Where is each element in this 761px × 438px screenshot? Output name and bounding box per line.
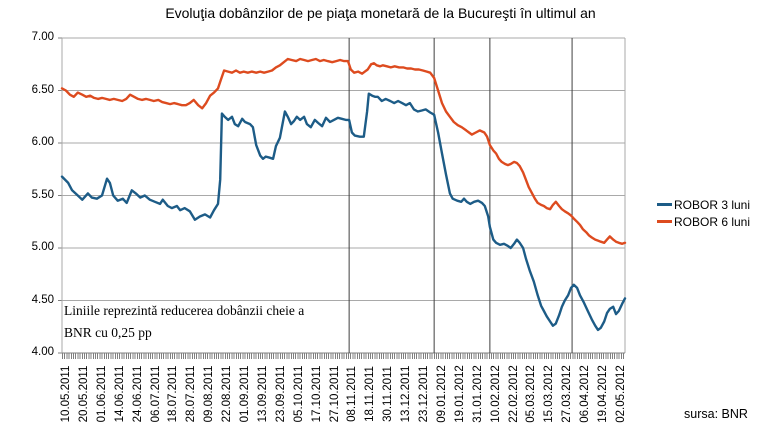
robor-6-luni-line-swatch [657, 220, 672, 223]
legend: ROBOR 3 luni ROBOR 6 luni [657, 196, 750, 230]
x-axis-label: 27.03.2012 [561, 365, 574, 423]
x-axis-label: 22.08.2011 [221, 365, 234, 423]
x-axis-label: 05.03.2012 [525, 365, 538, 423]
x-axis-label: 22.02.2012 [507, 365, 520, 423]
annotation-line-2: BNR cu 0,25 pp [64, 325, 152, 340]
x-axis-label: 28.07.2011 [185, 365, 198, 423]
x-axis-label: 09.08.2011 [203, 365, 216, 423]
x-axis-label: 09.01.2012 [435, 365, 448, 423]
y-axis-label: 6.00 [31, 136, 54, 148]
x-axis-label: 30.11.2011 [382, 366, 395, 422]
x-axis-label: 17.10.2011 [310, 365, 323, 423]
series-line-robor-3-luni [60, 92, 627, 332]
x-axis-label: 13.12.2011 [400, 365, 413, 423]
annotation-line-1: Liniile reprezintă reducerea dobânzii ch… [64, 303, 305, 318]
legend-label: ROBOR 6 luni [674, 214, 751, 229]
y-axis-label: 7.00 [31, 31, 54, 43]
x-axis-label: 10.05.2011 [60, 365, 72, 423]
x-axis-label: 08.11.2011 [346, 366, 359, 422]
x-axis-label: 18.11.2011 [364, 366, 377, 422]
x-axis-minor-ticks [62, 353, 625, 359]
x-axis-label: 18.07.2011 [167, 365, 180, 423]
source-note: sursa: BNR [684, 407, 748, 421]
x-axis-label: 10.02.2012 [489, 365, 502, 423]
x-axis-label: 27.10.2011 [328, 365, 341, 423]
event-lines-annotation: Liniile reprezintă reducerea dobânzii ch… [64, 300, 364, 344]
x-axis-label: 06.07.2011 [149, 365, 162, 423]
y-axis-label: 5.00 [31, 241, 54, 253]
x-axis-label: 23.09.2011 [274, 365, 287, 423]
x-axis-label: 05.10.2011 [292, 365, 305, 423]
x-axis-label: 06.04.2012 [579, 365, 592, 423]
legend-label: ROBOR 3 luni [674, 197, 751, 212]
x-axis-label: 20.05.2011 [77, 365, 90, 423]
y-axis-label: 6.50 [31, 83, 54, 96]
x-axis-label: 01.06.2011 [95, 365, 108, 423]
x-axis-label: 24.06.2011 [131, 365, 144, 423]
x-axis-label: 01.09.2011 [239, 365, 252, 423]
x-axis-label: 19.01.2012 [453, 365, 466, 423]
x-axis-label: 15.03.2012 [543, 365, 556, 423]
x-axis-label: 02.05.2012 [615, 365, 627, 423]
x-axis-label: 13.09.2011 [256, 365, 269, 423]
chart-title: Evoluţia dobânzilor de pe piaţa monetară… [165, 5, 596, 21]
x-axis-label: 31.01.2012 [471, 365, 484, 423]
y-axis-label: 5.50 [31, 188, 54, 201]
x-axis-label: 19.04.2012 [597, 365, 610, 423]
series-line-robor-6-luni [60, 57, 627, 246]
x-axis-label: 14.06.2011 [113, 365, 126, 423]
y-axis-label: 4.00 [31, 346, 54, 358]
legend-item-robor-6-luni: ROBOR 6 luni [657, 213, 750, 230]
legend-item-robor-3-luni: ROBOR 3 luni [657, 196, 750, 213]
x-axis-label: 23.12.2011 [418, 365, 431, 423]
y-axis-label: 4.50 [31, 293, 54, 306]
robor-3-luni-line-swatch [657, 203, 672, 206]
